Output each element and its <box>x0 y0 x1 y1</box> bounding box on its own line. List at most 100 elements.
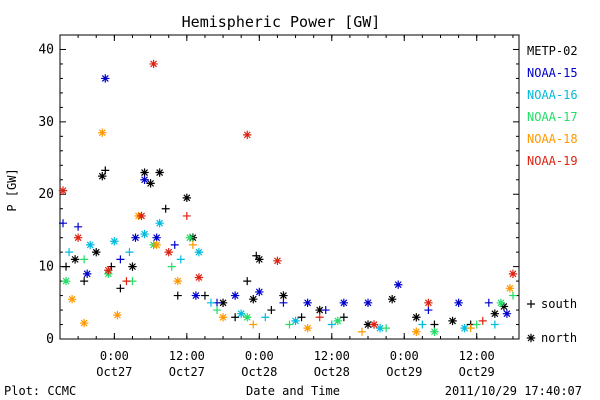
point-metp-02-north <box>412 313 421 322</box>
y-tick-label: 10 <box>38 260 54 275</box>
point-noaa-19-north <box>508 269 518 279</box>
point-metp-02-north <box>255 255 264 264</box>
x-tick-label-date: Oct29 <box>459 365 495 379</box>
marker-legend-label-north: north <box>541 331 577 345</box>
point-metp-02-north <box>315 305 324 315</box>
point-noaa-19-north <box>73 233 83 242</box>
point-noaa-19-north <box>104 266 113 275</box>
point-noaa-15-north <box>394 280 403 289</box>
point-metp-02-south <box>101 166 110 175</box>
point-noaa-16-north <box>194 247 204 257</box>
point-metp-02-north <box>92 247 101 257</box>
point-noaa-19-north <box>424 298 433 308</box>
legend-item-noaa-15: NOAA-15 <box>527 66 578 80</box>
point-noaa-18-north <box>173 276 182 286</box>
point-noaa-15-north <box>82 269 92 279</box>
point-noaa-19-north <box>164 247 173 257</box>
point-metp-02-north <box>155 168 164 177</box>
point-metp-02-north <box>387 294 397 304</box>
point-noaa-17-north <box>430 327 439 336</box>
point-noaa-15-north <box>303 298 312 308</box>
point-noaa-15-north <box>230 291 240 300</box>
x-tick-label: 12:00 <box>169 349 205 363</box>
legend-item-metp-02: METP-02 <box>527 44 578 58</box>
point-noaa-16-south <box>490 320 499 329</box>
point-metp-02-south <box>430 320 439 329</box>
y-axis-label: P [GW] <box>5 168 19 211</box>
point-metp-02-north <box>448 316 457 326</box>
x-tick-label: 0:00 <box>100 349 129 363</box>
point-noaa-15-north <box>502 309 512 318</box>
y-tick-label: 0 <box>46 332 54 347</box>
point-noaa-15-north <box>454 298 463 308</box>
point-noaa-15-south <box>279 298 288 307</box>
point-noaa-18-south <box>357 327 366 336</box>
marker-legend-label-south: south <box>541 297 577 311</box>
x-axis: 0:00 Oct27 12:00 Oct27 0:00 Oct28 12:00 Oct28 0:… <box>59 35 514 379</box>
footer-credit: Plot: CCMC <box>4 384 76 398</box>
point-metp-02-north <box>490 309 500 318</box>
x-tick-label: 12:00 <box>314 349 350 363</box>
point-noaa-15-south <box>424 306 433 315</box>
point-metp-02-south <box>297 313 306 322</box>
point-metp-02-north <box>249 294 258 304</box>
point-noaa-17-south <box>213 306 222 315</box>
y-tick-label: 30 <box>38 115 54 130</box>
point-noaa-18-north <box>412 327 421 336</box>
point-metp-02-north <box>70 255 80 264</box>
point-metp-02-south <box>231 313 240 322</box>
point-noaa-15-south <box>74 222 83 231</box>
point-noaa-16-north <box>155 218 164 228</box>
point-noaa-19-north <box>58 186 68 195</box>
point-noaa-16-south <box>65 248 74 257</box>
point-metp-02-south <box>200 291 209 300</box>
point-metp-02-south <box>339 313 348 322</box>
point-noaa-15-north <box>339 298 349 308</box>
point-noaa-17-south <box>285 320 294 329</box>
point-noaa-15-south <box>116 255 125 264</box>
point-noaa-17-south <box>80 255 89 264</box>
point-noaa-16-south <box>261 313 270 322</box>
x-tick-label: 0:00 <box>390 349 419 363</box>
y-tick-label: 40 <box>38 42 54 57</box>
point-noaa-16-north <box>140 229 149 239</box>
point-metp-02-north <box>279 291 288 300</box>
legend-item-noaa-17: NOAA-17 <box>527 110 578 124</box>
point-metp-02-south <box>62 262 71 271</box>
point-noaa-16-south <box>327 320 336 329</box>
point-noaa-18-north <box>303 323 312 333</box>
point-noaa-15-north <box>152 233 161 242</box>
point-noaa-15-south <box>170 240 179 249</box>
point-noaa-18-north <box>218 313 228 322</box>
point-noaa-18-north <box>152 240 161 250</box>
point-noaa-16-south <box>125 248 134 257</box>
y-tick-label: 20 <box>38 187 54 202</box>
point-noaa-16-north <box>236 309 246 318</box>
x-tick-label-date: Oct27 <box>169 365 205 379</box>
point-noaa-17-north <box>61 276 71 286</box>
point-metp-02-north <box>499 302 509 311</box>
x-tick-label-date: Oct28 <box>241 365 277 379</box>
point-noaa-19-north <box>149 59 158 69</box>
point-noaa-15-north <box>101 74 110 83</box>
x-tick-label-date: Oct29 <box>386 365 422 379</box>
point-metp-02-north <box>98 171 107 181</box>
point-metp-02-south <box>161 204 170 213</box>
point-metp-02-north <box>218 298 228 308</box>
point-noaa-17-south <box>382 324 391 333</box>
point-noaa-15-north <box>255 287 264 297</box>
point-noaa-16-north <box>110 237 119 246</box>
point-metp-02-south <box>80 277 89 286</box>
point-noaa-19-north <box>243 130 252 140</box>
plot-frame <box>59 34 520 340</box>
point-noaa-16-north <box>291 316 300 326</box>
footer-timestamp: 2011/10/29 17:40:07 <box>445 384 582 398</box>
point-noaa-19-south <box>182 211 191 220</box>
point-noaa-18-south <box>249 320 258 329</box>
point-noaa-17-north <box>243 313 252 322</box>
x-tick-label-date: Oct28 <box>314 365 350 379</box>
point-noaa-19-south <box>478 316 487 325</box>
legend-item-noaa-18: NOAA-18 <box>527 132 578 146</box>
point-noaa-16-south <box>418 320 427 329</box>
point-noaa-15-north <box>131 233 140 242</box>
